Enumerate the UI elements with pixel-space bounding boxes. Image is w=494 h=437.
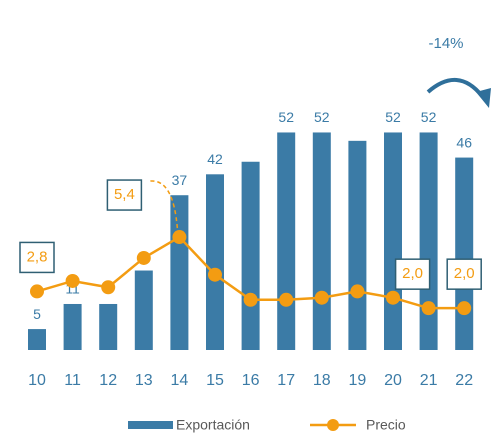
legend-label: Precio: [366, 417, 406, 433]
line-point: [421, 301, 436, 316]
line-point: [243, 292, 258, 307]
x-tick-label: 12: [99, 372, 117, 389]
bar-label: 52: [314, 109, 330, 125]
line-label: 2,0: [402, 265, 423, 282]
x-tick-label: 22: [455, 372, 473, 389]
bar-label: 5: [33, 306, 41, 322]
label-box: [394, 258, 431, 290]
legend-swatch: [327, 419, 339, 431]
label-box: [446, 258, 482, 290]
line-point: [30, 284, 44, 299]
line-label: 5,4: [114, 186, 135, 203]
x-tick-label: 21: [420, 372, 438, 389]
bar-label: 37: [172, 172, 188, 188]
line-point: [208, 267, 222, 282]
label-box: [106, 179, 143, 211]
x-tick-label: 14: [171, 372, 189, 389]
bar: [348, 140, 367, 350]
line-point: [314, 290, 329, 305]
line-point: [101, 280, 116, 295]
bar-label: 52: [278, 109, 294, 125]
x-tick-label: 10: [28, 372, 46, 389]
bar: [419, 132, 438, 350]
label-leader: [150, 180, 179, 230]
line-point: [457, 301, 472, 316]
bar: [170, 195, 189, 350]
bar-label: 46: [456, 134, 472, 150]
bar: [241, 161, 260, 350]
x-tick-label: 18: [313, 372, 331, 389]
annotation-arrow: [426, 77, 484, 98]
bar: [63, 303, 82, 350]
bar: [134, 270, 153, 350]
line-point: [386, 290, 400, 305]
bar: [277, 132, 296, 350]
label-box: [19, 241, 55, 274]
line-point: [65, 273, 80, 288]
x-tick-label: 11: [64, 372, 81, 389]
bar-label: 52: [385, 109, 401, 125]
x-tick-label: 19: [349, 372, 367, 389]
x-tick-label: 17: [277, 372, 295, 389]
x-tick-label: 15: [206, 372, 224, 389]
bar: [455, 157, 474, 350]
line-label: 2,0: [454, 265, 475, 282]
line-point: [279, 292, 294, 307]
legend-label: Exportación: [176, 417, 250, 433]
x-tick-label: 16: [242, 372, 260, 389]
bar: [384, 132, 402, 350]
line-point: [172, 230, 187, 245]
line-point: [136, 250, 151, 265]
bar: [312, 132, 331, 350]
x-tick-label: 20: [384, 372, 402, 389]
bar: [28, 329, 46, 350]
legend-swatch: [128, 421, 173, 429]
x-tick-label: 13: [135, 372, 153, 389]
bar: [99, 303, 118, 350]
annotation: -14%: [428, 35, 463, 52]
annotation-arrowhead: [476, 88, 491, 108]
bar-label: 42: [207, 151, 223, 167]
bar: [206, 174, 224, 350]
line-label: 2,8: [27, 248, 48, 265]
line-point: [350, 284, 365, 299]
bar-label: 52: [421, 109, 437, 125]
